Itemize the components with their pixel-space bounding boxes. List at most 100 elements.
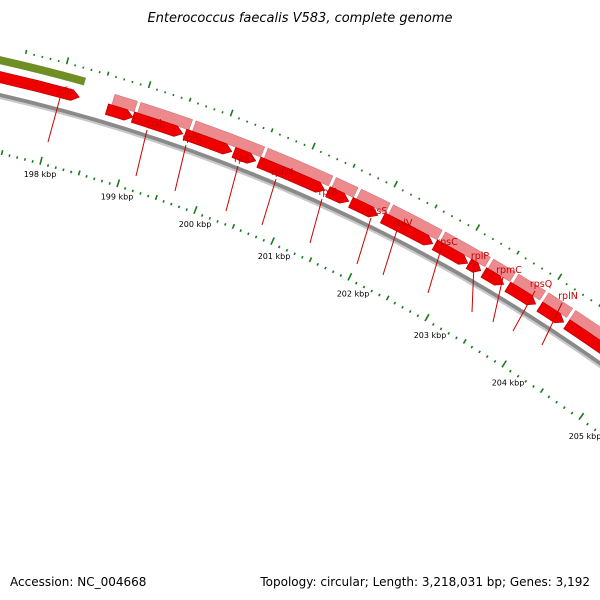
label-leader [382,229,398,276]
kbp-label: 199 kbp [101,193,134,202]
outer-scale-tick [98,71,101,74]
outer-scale-tick [24,49,28,55]
outer-scale-tick [434,204,438,209]
outer-scale-tick [139,83,142,86]
gene-label: rpsC [436,237,458,248]
outer-scale-tick [336,157,339,161]
scale-tick [501,360,507,368]
scale-tick [254,235,258,239]
outer-scale-tick [458,219,462,222]
outer-scale-tick [246,120,249,123]
scale-tick [385,295,390,301]
scale-tick [578,412,585,421]
scale-tick [162,199,165,203]
scale-tick [31,160,34,163]
scale-tick [93,177,96,181]
outer-scale-tick [540,267,544,270]
scale-tick [185,208,188,212]
scale-tick [216,219,219,223]
genome-backbone [0,93,600,369]
label-leader [541,302,563,346]
gene-arrow [325,186,350,204]
scale-tick [439,327,443,331]
scale-tick [77,170,81,176]
gene-label: rplB [318,187,337,198]
accession-text: Accession: NC_004668 [10,575,146,589]
outer-scale-tick [221,111,224,114]
scale-tick [478,350,481,354]
scale-tick [347,272,353,281]
gene-label: rplW [271,167,294,178]
outer-scale-tick [188,97,192,102]
scale-ticks [0,49,600,432]
kbp-label: 205 kbp [569,432,600,441]
scale-tick [354,281,358,285]
outer-scale-tick [303,143,306,147]
scale-tick [516,374,520,378]
outer-scale-tick [368,173,372,176]
outer-scale-tick [237,117,241,120]
label-leader [174,144,187,192]
gene-arrow [431,239,469,265]
kbp-label: 203 kbp [414,331,447,340]
gene-label: rplN [558,291,578,302]
genome-summary-text: Topology: circular; Length: 3,218,031 bp… [259,575,590,589]
scale-tick [370,289,373,293]
outer-scale-tick [516,250,520,255]
scale-tick [62,168,65,172]
scale-tick [0,149,4,156]
outer-scale-tick [327,154,331,157]
outer-scale-tick [377,177,380,180]
label-leaders [47,97,563,346]
label-leader [471,262,475,313]
gene-arrow [0,71,80,101]
outer-scale-tick [295,140,298,143]
kbp-label: 200 kbp [179,220,212,229]
outer-scale-tick [409,193,413,196]
kbp-label: 198 kbp [24,170,57,179]
scale-tick [562,406,566,410]
outer-scale-tick [286,136,290,140]
backbone-shadow [0,97,600,369]
outer-scale-tick [499,242,503,246]
outer-scale-tick [180,96,183,100]
kbp-labels: 198 kbp 199 kbp 200 kbp 201 kbp 202 kbp 203 k… [24,170,600,441]
outer-scale-tick [270,128,274,133]
scale-tick [277,245,281,249]
scale-tick [416,314,420,318]
scale-tick [324,266,327,270]
outer-scale-tick [393,180,398,188]
outer-scale-tick [491,237,495,241]
gene-arrow [379,212,434,246]
scale-tick [147,194,150,198]
scale-tick [485,355,489,359]
scale-tick [301,255,304,259]
outer-scale-tick [573,288,577,291]
label-leader [47,97,61,143]
outer-scale-tick [155,88,159,91]
label-leader [512,290,536,332]
scale-tick [170,202,173,206]
scale-tick [547,395,551,399]
gene-label: rplV [393,218,413,229]
scale-tick [593,428,597,432]
scale-tick [154,194,158,201]
gene-arrow [465,258,482,273]
scale-tick [524,379,528,383]
scale-tick [70,170,73,174]
outer-scale-tick [450,214,454,218]
scale-tick [247,232,250,236]
scale-tick [54,166,57,170]
outer-scale-tick [524,257,527,260]
outer-scale-tick [123,78,126,81]
kbp-label: 204 kbp [492,379,525,388]
gene-label: rplP [471,251,490,262]
scale-tick [100,179,104,183]
scale-tick [239,229,242,233]
outer-scale-tick [278,133,282,136]
feature-track [0,56,600,341]
scale-tick [331,270,335,274]
scale-tick [362,285,366,289]
outer-scale-tick [57,59,60,63]
